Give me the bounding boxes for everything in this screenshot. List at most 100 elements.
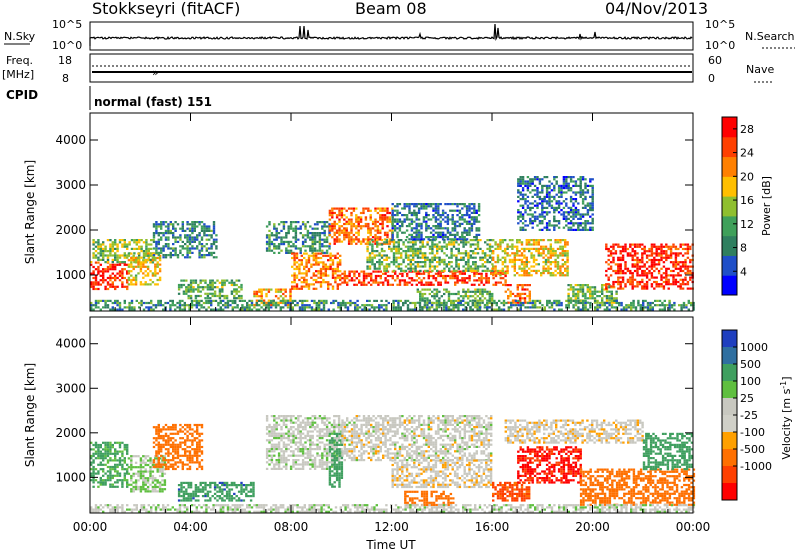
heatmap-cell: [502, 308, 506, 311]
heatmap-cell: [388, 220, 392, 223]
heatmap-cell: [391, 229, 394, 232]
heatmap-cell: [436, 256, 439, 259]
heatmap-cell: [631, 247, 634, 251]
heatmap-cell: [525, 265, 528, 268]
heatmap-cell: [566, 243, 569, 246]
heatmap-cell: [225, 294, 229, 298]
heatmap-cell: [586, 184, 590, 187]
heatmap-cell: [189, 290, 193, 293]
heatmap-cell: [94, 274, 98, 277]
heatmap-cell: [322, 261, 325, 264]
heatmap-cell: [631, 280, 634, 284]
heatmap-cell: [594, 306, 597, 309]
heatmap-cell: [320, 299, 323, 302]
heatmap-cell: [417, 203, 421, 206]
heatmap-cell: [478, 283, 481, 286]
heatmap-cell: [521, 204, 525, 207]
heatmap-cell: [106, 443, 110, 447]
heatmap-cell: [401, 222, 404, 225]
heatmap-cell: [680, 306, 683, 309]
heatmap-cell: [486, 308, 489, 311]
heatmap-cell: [417, 238, 421, 241]
heatmap-cell: [374, 238, 377, 241]
heatmap-cell: [212, 223, 216, 226]
heatmap-cell: [335, 229, 339, 232]
heatmap-cell: [462, 243, 465, 246]
heatmap-cell: [92, 485, 95, 488]
heatmap-cell: [677, 272, 680, 275]
heatmap-cell: [336, 287, 339, 290]
heatmap-cell: [321, 225, 324, 228]
heatmap-cell: [305, 259, 308, 262]
heatmap-cell: [517, 299, 520, 302]
heatmap-cell: [130, 274, 133, 277]
heatmap-cell: [293, 252, 296, 255]
heatmap-cell: [419, 292, 422, 296]
heatmap-cell: [453, 209, 457, 212]
heatmap-cell: [526, 288, 529, 291]
heatmap-cell: [484, 254, 487, 257]
heatmap-cell: [295, 285, 299, 288]
heatmap-cell: [513, 267, 516, 270]
heatmap-cell: [531, 215, 534, 218]
heatmap-cell: [434, 236, 438, 239]
heatmap-cell: [567, 228, 570, 231]
heatmap-cell: [650, 285, 654, 288]
heatmap-cell: [581, 215, 585, 218]
heatmap-cell: [407, 247, 410, 250]
heatmap-cell: [106, 261, 110, 264]
heatmap-cell: [184, 229, 187, 232]
heatmap-cell: [160, 227, 163, 230]
heatmap-cell: [553, 228, 556, 231]
heatmap-cell: [391, 209, 394, 212]
heatmap-cell: [336, 256, 339, 260]
heatmap-cell: [501, 272, 504, 275]
heatmap-cell: [657, 252, 661, 255]
heatmap-cell: [374, 277, 378, 280]
heatmap-cell: [379, 216, 382, 219]
heatmap-cell: [397, 241, 400, 244]
heatmap-cell: [452, 241, 456, 244]
heatmap-cell: [554, 263, 557, 266]
heatmap-cell: [234, 306, 237, 309]
heatmap-cell: [355, 214, 358, 217]
heatmap-cell: [185, 290, 188, 293]
heatmap-cell: [665, 283, 668, 286]
heatmap-cell: [543, 184, 546, 187]
heatmap-cell: [210, 299, 213, 302]
heatmap-cell: [183, 301, 186, 305]
heatmap-cell: [363, 308, 366, 311]
heatmap-cell: [446, 238, 450, 241]
heatmap-cell: [246, 304, 249, 307]
heatmap-cell: [208, 227, 211, 230]
heatmap-cell: [152, 304, 155, 307]
heatmap-cell: [434, 205, 438, 208]
heatmap-cell: [203, 245, 206, 248]
heatmap-cell: [172, 227, 175, 230]
heatmap-cell: [300, 272, 303, 275]
heatmap-cell: [612, 256, 615, 259]
heatmap-cell: [203, 227, 206, 230]
heatmap-cell: [684, 258, 687, 262]
heatmap-cell: [90, 272, 93, 275]
heatmap-cell: [438, 306, 441, 309]
nsky-tick-bottom: 10^0: [52, 39, 82, 52]
heatmap-cell: [310, 254, 313, 257]
heatmap-cell: [531, 189, 534, 192]
heatmap-cell: [491, 297, 494, 300]
heatmap-cell: [555, 301, 558, 305]
heatmap-cell: [398, 220, 402, 223]
heatmap-cell: [689, 269, 692, 273]
heatmap-cell: [680, 308, 683, 311]
heatmap-cell: [99, 270, 102, 273]
heatmap-cell: [130, 306, 134, 309]
heatmap-cell: [634, 308, 638, 311]
heatmap-cell: [407, 254, 410, 257]
heatmap-cell: [386, 216, 389, 219]
heatmap-cell: [549, 252, 552, 255]
heatmap-cell: [109, 268, 112, 271]
heatmap-cell: [525, 272, 528, 275]
heatmap-cell: [374, 207, 377, 210]
heatmap-cell: [268, 238, 271, 241]
heatmap-cell: [243, 308, 246, 311]
